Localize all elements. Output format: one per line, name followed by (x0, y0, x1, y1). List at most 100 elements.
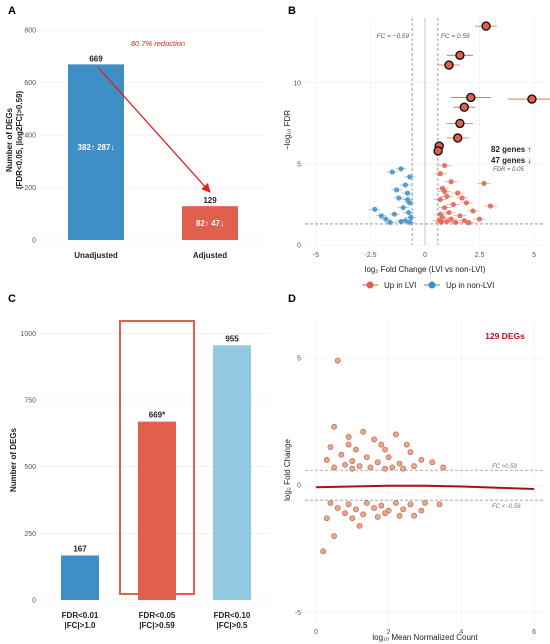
y-tick-label-a: 0 (32, 238, 36, 245)
ma-point (382, 465, 388, 472)
ma-point (400, 465, 407, 472)
x-tick-label-b: -2.5 (364, 252, 376, 259)
point-up (437, 197, 443, 203)
y-tick-label-a: 400 (24, 133, 36, 140)
point-down (407, 174, 413, 180)
x-tick-label-b: 2.5 (475, 252, 485, 259)
reduction-annotation: 80.7% reduction (131, 39, 185, 48)
ma-point (374, 514, 381, 520)
point-up (442, 162, 448, 169)
ma-point (367, 464, 374, 471)
point-up (444, 218, 450, 225)
ma-point (396, 460, 403, 467)
ma-point (374, 459, 381, 466)
bar-value-label-a: 129 (203, 196, 217, 205)
ma-point (349, 515, 356, 522)
point-down (398, 166, 404, 172)
point-up (450, 201, 456, 208)
y-tick-label-d: 5 (297, 356, 301, 363)
y-axis-label-c: Number of DEGs (9, 427, 18, 492)
point-up (439, 214, 446, 221)
ma-point (371, 436, 377, 443)
ma-point (363, 454, 370, 461)
point-top-gene (466, 92, 476, 103)
x-tick-label-c-line2: |FC|>0.5 (217, 621, 248, 630)
y-tick-label-a: 800 (24, 28, 36, 35)
ma-point (411, 512, 417, 519)
y-tick-label-c: 250 (24, 531, 36, 538)
point-up (448, 179, 454, 185)
point-down (407, 219, 413, 225)
point-down (391, 211, 398, 217)
point-up (437, 171, 443, 177)
point-down (396, 195, 402, 201)
ma-point (345, 501, 352, 508)
point-up (476, 216, 483, 222)
point-down (400, 205, 406, 211)
ma-point (440, 464, 447, 471)
y-axis-label-b: −log₁₀ FDR (283, 110, 292, 150)
fdr-label: FDR = 0.05 (493, 167, 525, 173)
bar-a-0 (68, 64, 124, 240)
ma-point (353, 506, 359, 513)
point-up (444, 193, 450, 199)
point-down (372, 206, 378, 212)
ma-point (345, 434, 352, 440)
point-down (408, 214, 414, 221)
highlight-box (119, 320, 195, 595)
x-tick-label-d: 4 (459, 629, 463, 636)
ma-point (371, 505, 377, 511)
down-count-label: 47 genes ↓ (491, 156, 531, 165)
bar-c-0 (61, 555, 99, 600)
point-top-gene (433, 146, 443, 156)
point-up (481, 180, 487, 186)
ma-point (323, 456, 330, 463)
y-tick-label-d: -5 (295, 610, 301, 617)
point-down (404, 190, 411, 196)
ma-point (436, 501, 443, 508)
ma-point (418, 507, 425, 514)
point-top-gene (459, 102, 469, 112)
bar-value-label-c: 955 (225, 334, 239, 343)
ma-point (331, 464, 337, 471)
ma-point (360, 511, 367, 518)
ma-point (356, 463, 363, 470)
ma-point (360, 428, 367, 435)
y-axis-label-a-line2: (FDR<0.05, |log2FC|>0.59) (15, 91, 24, 190)
y-tick-label-a: 600 (24, 80, 36, 87)
panel-label-c: C (8, 293, 16, 305)
point-up (470, 208, 476, 214)
panel-label-a: A (8, 5, 16, 17)
x-axis-label-d: log₁₀ Mean Normalized Count (372, 633, 478, 642)
ma-point (429, 459, 436, 466)
ma-point (338, 451, 345, 458)
y-tick-label-c: 0 (32, 598, 36, 605)
bar-a-1 (182, 206, 238, 240)
bar-split-label-a: 82↑ 47↓ (196, 219, 224, 228)
fc-label-pos-d: FC >0.59 (492, 464, 518, 470)
x-tick-label-d: 6 (532, 629, 536, 636)
bar-c-2 (213, 345, 251, 600)
loess-fit-line (315, 484, 535, 490)
bar-value-label-c: 669* (149, 411, 166, 420)
point-up (446, 209, 452, 216)
fc-label-left: FC = −0.59 (377, 33, 410, 40)
ma-point (389, 464, 396, 471)
y-tick-label-b: 5 (297, 161, 301, 168)
ma-point (422, 500, 428, 506)
point-down (394, 187, 400, 193)
point-down (387, 219, 393, 225)
ma-point (396, 512, 403, 519)
x-tick-label-d: 2 (387, 629, 391, 636)
legend-label-up: Up in LVI (384, 281, 416, 290)
y-tick-label-d: 0 (297, 483, 301, 490)
ma-point (349, 465, 356, 472)
y-tick-label-c: 1000 (20, 331, 36, 338)
point-top-gene (481, 21, 491, 31)
ma-point (349, 458, 356, 464)
point-down (404, 197, 411, 203)
y-tick-label-a: 200 (24, 185, 36, 192)
x-tick-label-b: 5 (532, 252, 536, 259)
ma-point (331, 533, 337, 539)
point-top-gene (455, 118, 465, 129)
